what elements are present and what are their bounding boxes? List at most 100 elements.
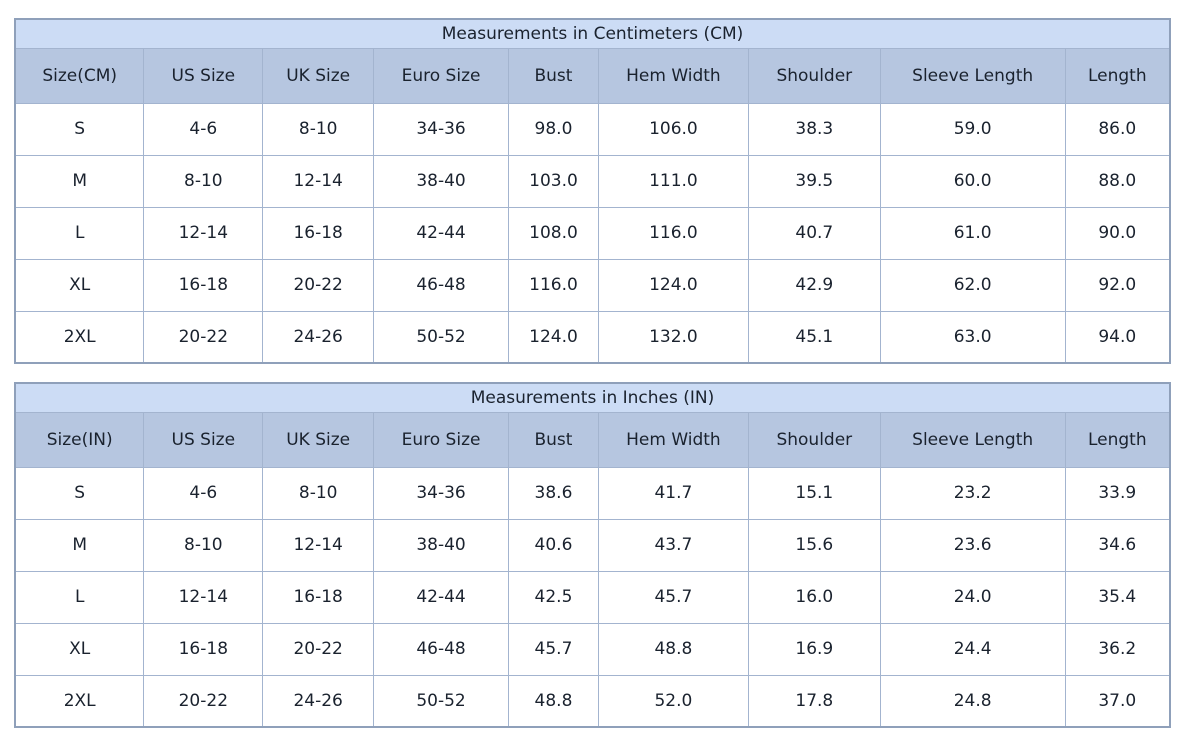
column-header: US Size <box>143 411 264 468</box>
table-row: XL 16-18 20-22 46-48 45.7 48.8 16.9 24.4 36.2 <box>14 622 1171 676</box>
table-cell: 106.0 <box>597 102 749 156</box>
table-cell: 63.0 <box>879 310 1066 364</box>
cm-measurements-section: Measurements in Centimeters (CM) Size(CM… <box>14 18 1171 364</box>
table-cell: 108.0 <box>508 206 599 260</box>
table-title-row: Measurements in Centimeters (CM) <box>14 18 1171 49</box>
table-cell: M <box>14 518 145 572</box>
cm-measurements-table: Measurements in Centimeters (CM) Size(CM… <box>14 18 1171 364</box>
table-cell: 38-40 <box>373 154 509 208</box>
table-body: S 4-6 8-10 34-36 98.0 106.0 38.3 59.0 86.0 M 8-10 1… <box>14 102 1171 364</box>
column-header: Sleeve Length <box>879 47 1066 104</box>
table-row: XL 16-18 20-22 46-48 116.0 124.0 42.9 62.0 92.0 <box>14 258 1171 312</box>
table-cell: 61.0 <box>879 206 1066 260</box>
table-cell: 42.5 <box>508 570 599 624</box>
column-header: Size(CM) <box>14 47 145 104</box>
table-cell: XL <box>14 258 145 312</box>
table-cell: 2XL <box>14 310 145 364</box>
table-cell: 38-40 <box>373 518 509 572</box>
table-cell: 59.0 <box>879 102 1066 156</box>
table-cell: 33.9 <box>1064 466 1171 520</box>
table-cell: 94.0 <box>1064 310 1171 364</box>
column-header: UK Size <box>262 411 375 468</box>
table-header-row: Size(IN) US Size UK Size Euro Size Bust Hem W… <box>14 411 1171 468</box>
table-cell: S <box>14 466 145 520</box>
column-header: Shoulder <box>747 411 881 468</box>
table-cell: 37.0 <box>1064 674 1171 728</box>
table-cell: 50-52 <box>373 674 509 728</box>
table-cell: 48.8 <box>508 674 599 728</box>
table-row: L 12-14 16-18 42-44 42.5 45.7 16.0 24.0 35.4 <box>14 570 1171 624</box>
table-cell: 8-10 <box>143 518 264 572</box>
table-cell: 124.0 <box>597 258 749 312</box>
table-cell: 90.0 <box>1064 206 1171 260</box>
table-cell: 24.8 <box>879 674 1066 728</box>
table-cell: 39.5 <box>747 154 881 208</box>
table-cell: 60.0 <box>879 154 1066 208</box>
table-cell: 8-10 <box>143 154 264 208</box>
column-header: US Size <box>143 47 264 104</box>
table-cell: 88.0 <box>1064 154 1171 208</box>
size-chart-page: Measurements in Centimeters (CM) Size(CM… <box>14 18 1171 728</box>
table-cell: 12-14 <box>262 518 375 572</box>
table-cell: 20-22 <box>143 674 264 728</box>
table-row: M 8-10 12-14 38-40 40.6 43.7 15.6 23.6 34.6 <box>14 518 1171 572</box>
table-cell: 24-26 <box>262 674 375 728</box>
table-cell: 43.7 <box>597 518 749 572</box>
column-header: Sleeve Length <box>879 411 1066 468</box>
table-cell: 8-10 <box>262 466 375 520</box>
table-cell: 35.4 <box>1064 570 1171 624</box>
table-title-row: Measurements in Inches (IN) <box>14 382 1171 413</box>
table-cell: 62.0 <box>879 258 1066 312</box>
table-cell: 92.0 <box>1064 258 1171 312</box>
table-row: S 4-6 8-10 34-36 98.0 106.0 38.3 59.0 86.0 <box>14 102 1171 156</box>
table-cell: 17.8 <box>747 674 881 728</box>
column-header: Bust <box>508 411 599 468</box>
table-cell: 8-10 <box>262 102 375 156</box>
column-header: Length <box>1064 411 1171 468</box>
column-header: Euro Size <box>373 47 509 104</box>
table-cell: 45.1 <box>747 310 881 364</box>
table-cell: M <box>14 154 145 208</box>
table-cell: 103.0 <box>508 154 599 208</box>
table-cell: 36.2 <box>1064 622 1171 676</box>
column-header: Hem Width <box>597 411 749 468</box>
column-header: Hem Width <box>597 47 749 104</box>
column-header: Bust <box>508 47 599 104</box>
table-cell: 34-36 <box>373 466 509 520</box>
table-cell: 34.6 <box>1064 518 1171 572</box>
table-cell: 2XL <box>14 674 145 728</box>
table-cell: 42-44 <box>373 206 509 260</box>
table-row: 2XL 20-22 24-26 50-52 124.0 132.0 45.1 63.0 94.0 <box>14 310 1171 364</box>
table-cell: 16-18 <box>262 206 375 260</box>
table-cell: 86.0 <box>1064 102 1171 156</box>
table-cell: 45.7 <box>597 570 749 624</box>
column-header: Euro Size <box>373 411 509 468</box>
table-cell: 46-48 <box>373 258 509 312</box>
table-cell: 16.9 <box>747 622 881 676</box>
table-cell: 124.0 <box>508 310 599 364</box>
table-cell: 42-44 <box>373 570 509 624</box>
table-cell: 20-22 <box>262 622 375 676</box>
table-cell: 38.6 <box>508 466 599 520</box>
table-cell: 4-6 <box>143 466 264 520</box>
table-cell: 48.8 <box>597 622 749 676</box>
table-cell: 20-22 <box>262 258 375 312</box>
table-cell: 4-6 <box>143 102 264 156</box>
table-cell: 34-36 <box>373 102 509 156</box>
table-cell: 15.6 <box>747 518 881 572</box>
table-cell: 23.2 <box>879 466 1066 520</box>
table-cell: L <box>14 570 145 624</box>
table-cell: 38.3 <box>747 102 881 156</box>
in-measurements-table: Measurements in Inches (IN) Size(IN) US S… <box>14 382 1171 728</box>
table-cell: L <box>14 206 145 260</box>
table-row: S 4-6 8-10 34-36 38.6 41.7 15.1 23.2 33.9 <box>14 466 1171 520</box>
table-cell: 12-14 <box>262 154 375 208</box>
column-header: Shoulder <box>747 47 881 104</box>
table-cell: 116.0 <box>508 258 599 312</box>
table-cell: 12-14 <box>143 206 264 260</box>
table-cell: 132.0 <box>597 310 749 364</box>
table-body: S 4-6 8-10 34-36 38.6 41.7 15.1 23.2 33.9 M 8-10 12… <box>14 466 1171 728</box>
table-cell: 45.7 <box>508 622 599 676</box>
table-cell: 40.6 <box>508 518 599 572</box>
table-header-row: Size(CM) US Size UK Size Euro Size Bust Hem W… <box>14 47 1171 104</box>
